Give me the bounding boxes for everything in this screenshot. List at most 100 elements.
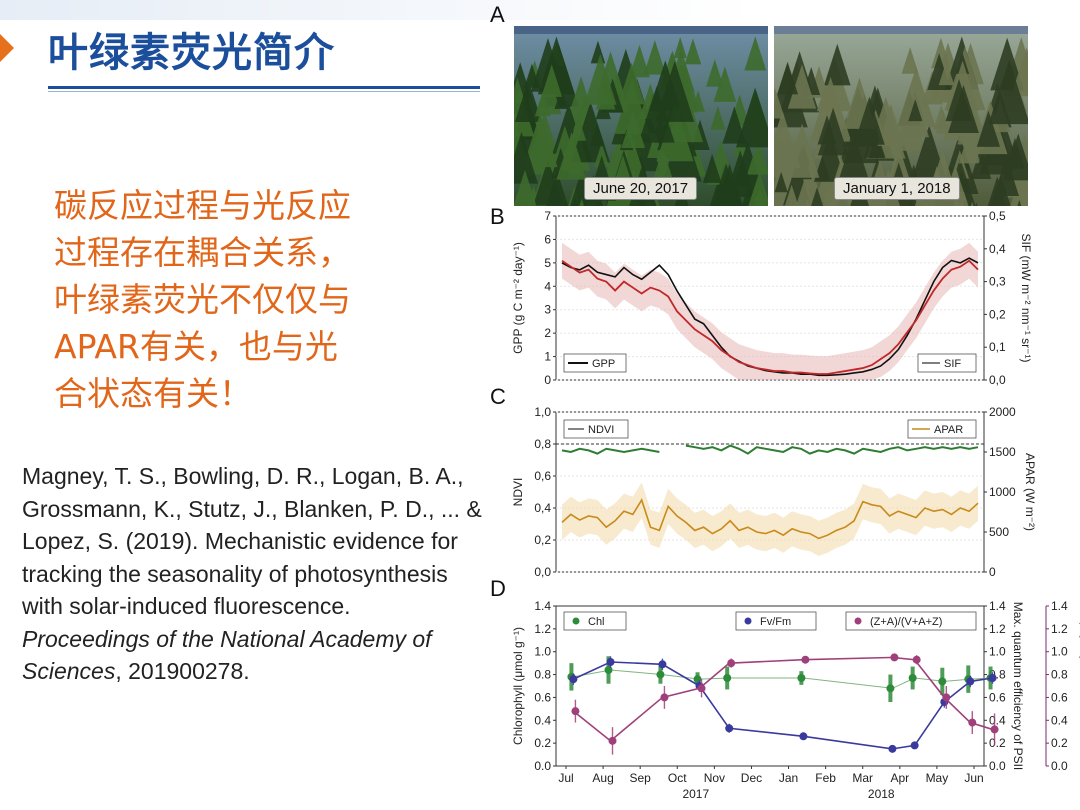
tree-shape xyxy=(958,129,981,164)
timeseries-charts: 0 1 2 3 4 5 6 7 0,0 0,1 0,2 0,3 0,4 0,5 GPP (g C m⁻² d… xyxy=(511,209,1080,801)
y-tick-label: 0,8 xyxy=(534,437,551,451)
tree-shape xyxy=(554,87,569,110)
title-marker-icon xyxy=(0,34,14,62)
x-year-label: 2017 xyxy=(682,787,709,801)
tree-shape xyxy=(684,38,702,65)
legend-item: Fv/Fm xyxy=(735,611,817,631)
photo-summer-forest: June 20, 2017 xyxy=(514,26,768,206)
data-point xyxy=(910,741,919,750)
tree-shape xyxy=(754,187,766,206)
tree-shape xyxy=(777,61,799,95)
tree-shape xyxy=(908,99,923,122)
tree-shape xyxy=(735,87,768,148)
chart-panel-B: 0 1 2 3 4 5 6 7 0,0 0,1 0,2 0,3 0,4 0,5 GPP (g C m⁻² d… xyxy=(511,209,1033,387)
tree-shape xyxy=(938,60,955,86)
data-point xyxy=(723,674,732,682)
tree-shape xyxy=(712,163,740,206)
y-right2-tick-label: 1.0 xyxy=(1051,645,1068,659)
legend-frame xyxy=(563,353,627,373)
tree-shape xyxy=(514,131,539,184)
legend-item: (Z+A)/(V+A+Z) xyxy=(845,611,977,631)
y-tick-label: 2 xyxy=(544,326,551,340)
photo-caption-right: January 1, 2018 xyxy=(834,177,960,200)
legend-frame xyxy=(917,353,977,373)
legend-label: GPP xyxy=(592,358,615,370)
tree-shape xyxy=(514,77,526,104)
panel-letter-a: A xyxy=(490,2,505,27)
tree-shape xyxy=(993,156,1020,196)
x-tick-label: Oct xyxy=(668,771,687,785)
chart-panel-C: 0,0 0,2 0,4 0,6 0,8 1,0 0 500 1000 1500 2000 NDVI AP… xyxy=(511,405,1037,579)
data-point xyxy=(912,655,921,664)
tree-shape xyxy=(593,143,610,168)
y-right2-tick-label: 0.2 xyxy=(1051,736,1068,750)
y-right-tick-label: 1500 xyxy=(989,445,1016,459)
y-right2-tick-label: 1.4 xyxy=(1051,599,1068,613)
tree-shape xyxy=(571,101,611,163)
tree-shape xyxy=(524,63,540,88)
tree-shape xyxy=(970,201,974,206)
tree-shape xyxy=(584,53,617,105)
legend-swatch xyxy=(854,617,862,625)
tree-shape xyxy=(514,79,542,123)
tree-shape xyxy=(787,64,817,109)
tree-shape xyxy=(589,122,605,147)
data-point xyxy=(656,670,665,679)
y-right-tick-label: 500 xyxy=(989,525,1009,539)
highlight-line: 碳反应过程与光反应 xyxy=(54,186,351,225)
y-right2-tick-label: 0.8 xyxy=(1051,668,1068,682)
tree-shape xyxy=(836,132,871,187)
citation-journal: Proceedings of the National Academy of S… xyxy=(22,625,432,685)
y-tick-label: 1.4 xyxy=(534,599,551,613)
y-tick-label: 0.4 xyxy=(534,713,551,727)
tree-shape xyxy=(522,113,558,168)
x-tick-label: Apr xyxy=(890,771,909,785)
tree-shape xyxy=(1023,203,1025,206)
photo-caption-left: June 20, 2017 xyxy=(584,177,698,200)
data-point xyxy=(606,658,615,666)
tree-shape xyxy=(748,171,768,206)
tree-shape xyxy=(1017,199,1022,206)
data-point xyxy=(571,707,580,716)
legend-swatch xyxy=(572,617,580,625)
tree-shape xyxy=(990,37,1025,91)
tree-shape xyxy=(744,36,767,71)
y-tick-label: 0 xyxy=(544,373,551,387)
y-tick-label: 1.2 xyxy=(534,622,551,636)
tree-shape xyxy=(882,112,899,139)
x-tick-label: Feb xyxy=(815,771,836,785)
y-tick-label: 6 xyxy=(544,232,551,246)
y-tick-label: 0.8 xyxy=(534,668,551,682)
tree-shape xyxy=(713,66,737,102)
y-right-tick-label: 0,0 xyxy=(989,373,1006,387)
y-tick-label: 0,0 xyxy=(534,565,551,579)
y-tick-label: 0.6 xyxy=(534,690,551,704)
tree-shape xyxy=(702,153,722,183)
figure-panels: A June 20, 2017 January 1, 2018 xyxy=(484,0,1080,810)
legend-label: Chl xyxy=(588,616,605,628)
legend-label: (Z+A)/(V+A+Z) xyxy=(870,616,942,628)
data-point xyxy=(658,660,667,669)
tree-shape xyxy=(811,187,824,206)
data-point xyxy=(942,693,951,702)
tree-shape xyxy=(572,197,578,206)
y-tick-label: 0.2 xyxy=(534,736,551,750)
data-point xyxy=(608,736,617,745)
tree-shape xyxy=(976,110,1001,147)
sif-uncertainty-band xyxy=(562,242,978,380)
data-point xyxy=(697,684,706,693)
data-point xyxy=(727,659,736,668)
tree-shape xyxy=(774,88,785,119)
y-right-tick-label: 0.4 xyxy=(989,713,1006,727)
tree-shape xyxy=(541,64,563,97)
tree-shape xyxy=(579,198,585,206)
highlight-line: 叶绿素荧光不仅仅与 xyxy=(54,280,351,319)
y-tick-label: 0,6 xyxy=(534,469,551,483)
legend-swatch xyxy=(744,617,752,625)
y-right-tick-label: 0,5 xyxy=(989,209,1006,223)
apar-uncertainty-band xyxy=(562,482,978,556)
highlight-line: 合状态有关！ xyxy=(54,374,252,413)
data-point xyxy=(569,675,578,684)
y-right2-tick-label: 0.6 xyxy=(1051,690,1068,704)
tree-shape xyxy=(638,86,675,143)
